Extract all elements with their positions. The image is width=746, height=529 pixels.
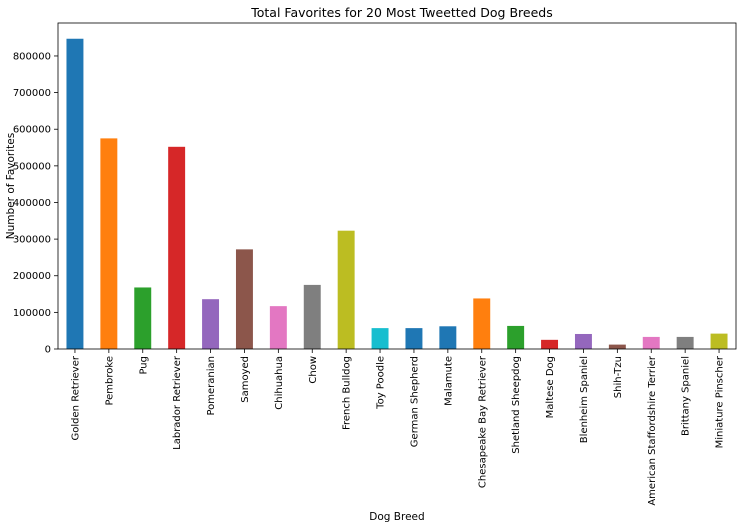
x-tick-label: Blenheim Spaniel xyxy=(579,356,590,443)
x-tick-label: Maltese Dog xyxy=(545,356,556,418)
x-tick-label: Malamute xyxy=(443,356,454,406)
chart-title: Total Favorites for 20 Most Tweetted Dog… xyxy=(250,5,552,20)
y-tick-label: 700000 xyxy=(13,88,51,99)
x-tick-label: American Staffordshire Terrier xyxy=(647,355,658,506)
bar xyxy=(303,284,321,349)
y-axis: 0 100000 200000 300000 400000 500000 600000 700… xyxy=(13,51,58,356)
bar xyxy=(202,299,220,349)
x-tick-label: Shih-Tzu xyxy=(613,356,624,398)
y-tick-label: 400000 xyxy=(13,198,51,209)
bars xyxy=(66,38,728,350)
bar xyxy=(574,333,592,349)
x-tick-label: Shetland Sheepdog xyxy=(511,356,522,454)
bar xyxy=(168,146,186,349)
y-axis-label: Number of Favorites xyxy=(5,133,17,239)
x-tick-label: German Shepherd xyxy=(409,356,420,447)
x-tick-label: Brittany Spaniel xyxy=(681,356,692,436)
bar xyxy=(235,249,253,349)
x-tick-label: Toy Poodle xyxy=(376,356,387,410)
bar xyxy=(676,336,694,349)
y-tick-label: 800000 xyxy=(13,51,51,62)
bar xyxy=(100,138,118,349)
x-tick-label: Chihuahua xyxy=(274,356,285,410)
x-tick-label: Pug xyxy=(138,356,149,375)
y-tick-label: 300000 xyxy=(13,235,51,246)
x-tick-label: Labrador Retriever xyxy=(172,355,183,450)
bar xyxy=(134,287,152,349)
x-tick-label: Pomeranian xyxy=(206,356,217,416)
x-tick-label: Chow xyxy=(308,356,319,384)
y-tick-label: 0 xyxy=(45,345,51,356)
bar xyxy=(473,298,491,349)
x-tick-label: Miniature Pinscher xyxy=(715,355,726,448)
x-axis: Golden Retriever Pembroke Pug Labrador Retr… xyxy=(70,349,726,506)
x-tick-label: French Bulldog xyxy=(342,356,353,430)
y-tick-label: 100000 xyxy=(13,308,51,319)
bar xyxy=(541,339,559,349)
bar xyxy=(405,328,423,349)
y-tick-label: 500000 xyxy=(13,161,51,172)
bar xyxy=(507,325,525,349)
plot-frame xyxy=(57,22,737,350)
bar xyxy=(439,326,457,349)
bar xyxy=(337,230,355,349)
y-tick-label: 200000 xyxy=(13,271,51,282)
y-tick-label: 600000 xyxy=(13,125,51,136)
bar xyxy=(269,306,287,349)
x-axis-label: Dog Breed xyxy=(369,511,424,523)
x-tick-label: Chesapeake Bay Retriever xyxy=(477,355,488,488)
x-tick-label: Samoyed xyxy=(240,356,251,403)
x-tick-label: Pembroke xyxy=(104,356,115,406)
x-tick-label: Golden Retriever xyxy=(70,355,81,440)
bar xyxy=(66,38,84,350)
bar xyxy=(371,328,389,349)
bar xyxy=(642,336,660,349)
bar xyxy=(608,344,626,349)
bar xyxy=(710,333,728,349)
